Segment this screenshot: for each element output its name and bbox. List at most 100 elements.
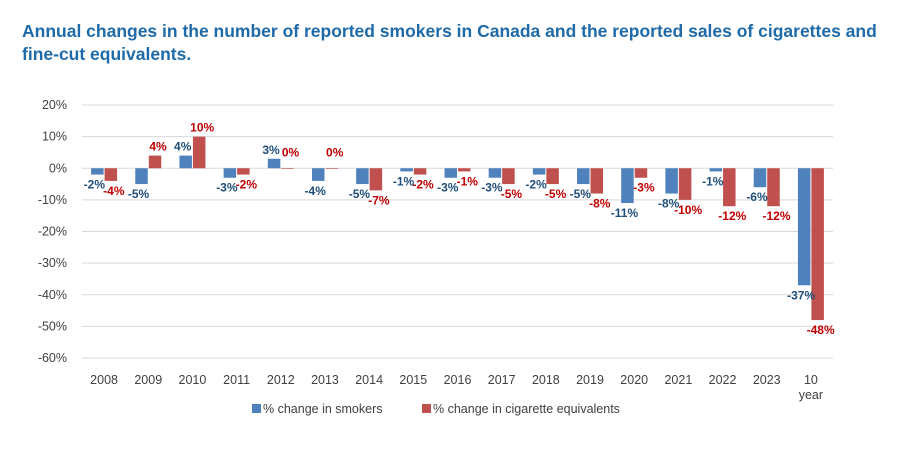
x-tick-label: 2020 [620,373,648,387]
x-tick-label: 2023 [753,373,781,387]
bar-smokers [444,168,457,178]
data-label-smokers: 4% [174,140,192,154]
x-tick-label: year [799,388,823,402]
data-label-smokers: -3% [216,181,238,195]
data-label-cigarette-equivalents: -1% [457,174,479,188]
bar-smokers [532,168,546,175]
data-label-cigarette-equivalents: -12% [718,209,746,223]
bar-smokers [753,168,767,188]
x-tick-label: 2021 [664,373,692,387]
data-label-cigarette-equivalents: -7% [368,193,390,207]
bar-smokers [267,158,281,169]
x-tick-label: 2018 [532,373,560,387]
data-label-smokers: 3% [262,143,280,157]
bar-smokers [488,168,502,178]
data-label-smokers: -1% [702,174,724,188]
data-label-cigarette-equivalents: -10% [674,203,702,217]
x-tick-label: 2010 [179,373,207,387]
bar-smokers [400,168,413,172]
bar-smokers [311,168,325,181]
x-tick-label: 2015 [399,373,427,387]
x-tick-label: 2011 [223,373,250,387]
x-tick-label: 2014 [355,373,383,387]
legend-label-cigarette-equivalents: % change in cigarette equivalents [433,402,620,416]
bar-smokers [179,155,192,169]
data-label-cigarette-equivalents: -5% [501,187,523,201]
x-tick-label: 2016 [444,373,472,387]
data-label-cigarette-equivalents: -5% [545,187,567,201]
data-label-smokers: -2% [84,178,106,192]
data-label-cigarette-equivalents: -8% [589,197,611,211]
bar-cigarette-equivalents [148,155,162,169]
data-label-cigarette-equivalents: 10% [190,121,214,135]
x-tick-label: 2012 [267,373,295,387]
bar-cigarette-equivalents [281,168,294,169]
data-label-smokers: -5% [349,187,371,201]
bar-cigarette-equivalents [502,168,515,185]
legend-label-smokers: % change in smokers [263,402,383,416]
bar-smokers [797,168,811,286]
bar-smokers [709,168,723,172]
chart-title-line-2: fine-cut equivalents. [22,44,192,64]
legend-swatch-smokers [252,404,261,413]
data-label-cigarette-equivalents: -12% [762,209,790,223]
y-tick-label: 0% [49,161,67,175]
y-tick-label: -60% [38,351,67,365]
bar-cigarette-equivalents [678,168,692,200]
data-label-smokers: -2% [525,178,547,192]
x-tick-label: 2022 [709,373,737,387]
bar-cigarette-equivalents [369,168,383,191]
bar-smokers [135,168,148,185]
y-tick-label: -30% [38,256,67,270]
data-label-cigarette-equivalents: 0% [326,145,344,159]
bar-smokers [621,168,634,204]
bar-cigarette-equivalents [546,168,559,185]
bar-smokers [223,168,237,178]
y-tick-label: -20% [38,225,67,239]
data-label-cigarette-equivalents: -48% [807,323,835,337]
data-label-smokers: -1% [393,174,415,188]
y-tick-label: -40% [38,288,67,302]
bar-smokers [91,168,104,175]
bar-cigarette-equivalents [723,168,736,207]
x-tick-label: 2013 [311,373,339,387]
y-tick-label: -50% [38,319,67,333]
data-label-cigarette-equivalents: -3% [633,181,655,195]
data-label-smokers: -11% [611,206,639,220]
data-label-smokers: -3% [437,181,459,195]
bar-cigarette-equivalents [325,168,338,169]
bar-cigarette-equivalents [458,168,471,172]
data-label-cigarette-equivalents: 4% [149,140,167,154]
legend-swatch-cigarette-equivalents [422,404,431,413]
bar-cigarette-equivalents [811,168,824,321]
chart-title: Annual changes in the number of reported… [22,20,892,66]
data-label-smokers: -4% [305,184,327,198]
chart-title-line-1: Annual changes in the number of reported… [22,21,877,41]
bar-cigarette-equivalents [237,168,250,175]
bar-smokers [356,168,369,185]
x-tick-label: 2008 [90,373,118,387]
data-label-cigarette-equivalents: -2% [236,178,258,192]
data-label-smokers: -5% [570,187,592,201]
y-tick-label: 10% [42,130,67,144]
y-tick-label: -10% [38,193,67,207]
bar-cigarette-equivalents [104,168,118,181]
data-label-smokers: -6% [746,190,768,204]
x-tick-label: 2019 [576,373,604,387]
x-tick-label: 2009 [134,373,162,387]
data-label-cigarette-equivalents: -2% [412,178,434,192]
bar-smokers [577,168,590,185]
data-label-smokers: -8% [658,197,680,211]
bar-smokers [665,168,678,194]
data-label-smokers: -37% [787,288,815,302]
data-label-smokers: -5% [128,187,150,201]
data-label-smokers: -3% [481,181,503,195]
x-tick-label: 10 [804,373,818,387]
bar-cigarette-equivalents [634,168,648,178]
x-tick-label: 2017 [488,373,516,387]
y-tick-label: 20% [42,98,67,112]
bar-cigarette-equivalents [590,168,604,194]
data-label-cigarette-equivalents: 0% [282,145,300,159]
bar-cigarette-equivalents [192,136,206,169]
